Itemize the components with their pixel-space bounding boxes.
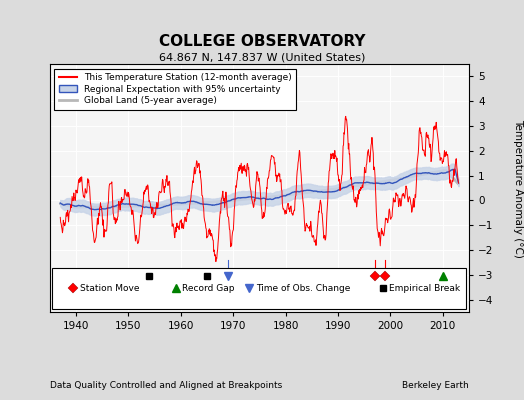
Bar [52,268,466,309]
Legend: This Temperature Station (12-month average), Regional Expectation with 95% uncer: This Temperature Station (12-month avera… [54,68,297,110]
Text: Berkeley Earth: Berkeley Earth [402,381,469,390]
Text: 64.867 N, 147.837 W (United States): 64.867 N, 147.837 W (United States) [159,52,365,62]
Text: Empirical Break: Empirical Break [389,284,461,293]
Text: Record Gap: Record Gap [182,284,235,293]
Text: Data Quality Controlled and Aligned at Breakpoints: Data Quality Controlled and Aligned at B… [50,381,282,390]
Y-axis label: Temperature Anomaly (°C): Temperature Anomaly (°C) [513,118,523,258]
Text: Station Move: Station Move [80,284,140,293]
Text: Time of Obs. Change: Time of Obs. Change [256,284,350,293]
Text: COLLEGE OBSERVATORY: COLLEGE OBSERVATORY [159,34,365,50]
